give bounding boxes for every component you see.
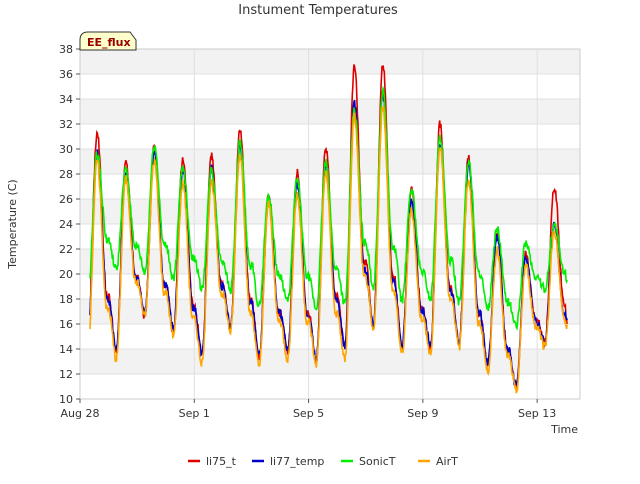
x-axis-label: Time <box>550 423 578 436</box>
y-tick-label: 14 <box>59 343 73 356</box>
x-tick-label: Sep 9 <box>407 407 438 420</box>
y-tick-label: 28 <box>59 168 73 181</box>
legend-label-SonicT: SonicT <box>359 455 396 468</box>
badge-label: EE_flux <box>87 36 131 49</box>
y-tick-label: 16 <box>59 318 73 331</box>
grid-band <box>80 49 580 74</box>
x-tick-label: Sep 1 <box>179 407 210 420</box>
y-tick-label: 18 <box>59 293 73 306</box>
x-tick-label: Sep 13 <box>518 407 556 420</box>
legend-label-li75-t: li75_t <box>206 455 237 468</box>
grid-band <box>80 99 580 124</box>
x-tick-label: Aug 28 <box>61 407 100 420</box>
y-tick-label: 34 <box>59 93 73 106</box>
y-axis-label: Temperature (C) <box>6 179 19 269</box>
legend-label-AirT: AirT <box>436 455 458 468</box>
legend-label-li77-temp: li77_temp <box>270 455 324 468</box>
y-tick-label: 24 <box>59 218 73 231</box>
grid-band <box>80 249 580 274</box>
y-tick-label: 12 <box>59 368 73 381</box>
y-tick-label: 30 <box>59 143 73 156</box>
y-tick-label: 38 <box>59 43 73 56</box>
ee-flux-badge: EE_flux <box>79 31 137 51</box>
series-line-SonicT <box>89 85 568 331</box>
x-tick-label: Sep 5 <box>293 407 324 420</box>
y-tick-label: 10 <box>59 393 73 406</box>
series-line-AirT <box>89 106 568 394</box>
y-tick-label: 36 <box>59 68 73 81</box>
y-tick-label: 20 <box>59 268 73 281</box>
y-tick-label: 26 <box>59 193 73 206</box>
grid-band <box>80 299 580 324</box>
chart-title: Instument Temperatures <box>238 3 398 18</box>
grid-band <box>80 149 580 174</box>
grid-band <box>80 349 580 374</box>
y-tick-label: 32 <box>59 118 73 131</box>
y-tick-label: 22 <box>59 243 73 256</box>
